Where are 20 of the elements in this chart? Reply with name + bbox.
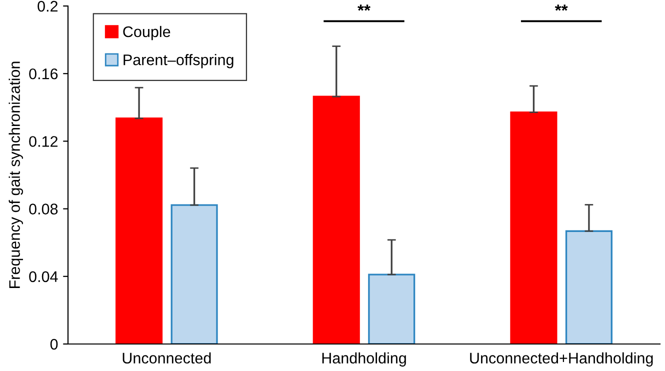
annotation: ** [554,4,568,11]
bar [565,230,612,344]
bar [510,111,558,344]
bar [312,96,360,344]
y-tick-label: 0.16 [29,68,58,80]
legend-label: Parent–offspring [124,54,234,68]
bar [368,274,416,344]
y-tick-label: 0.12 [29,136,58,147]
legend-label: Couple [123,26,170,40]
bar [116,118,163,344]
y-tick-label: 0 [50,338,58,350]
y-tick-label: 0.2 [38,0,58,12]
y-tick-label: 0.08 [29,204,58,214]
bar [170,204,218,344]
x-tick-label: Handholding [322,352,406,367]
x-tick-label: Unconnected [122,352,211,364]
y-axis-title: Frequency of gait synchronization [8,62,23,288]
y-tick-label: 0.04 [29,271,58,282]
annotation: ** [358,4,370,11]
x-tick-label: Unconnected+Handholding [470,352,653,367]
